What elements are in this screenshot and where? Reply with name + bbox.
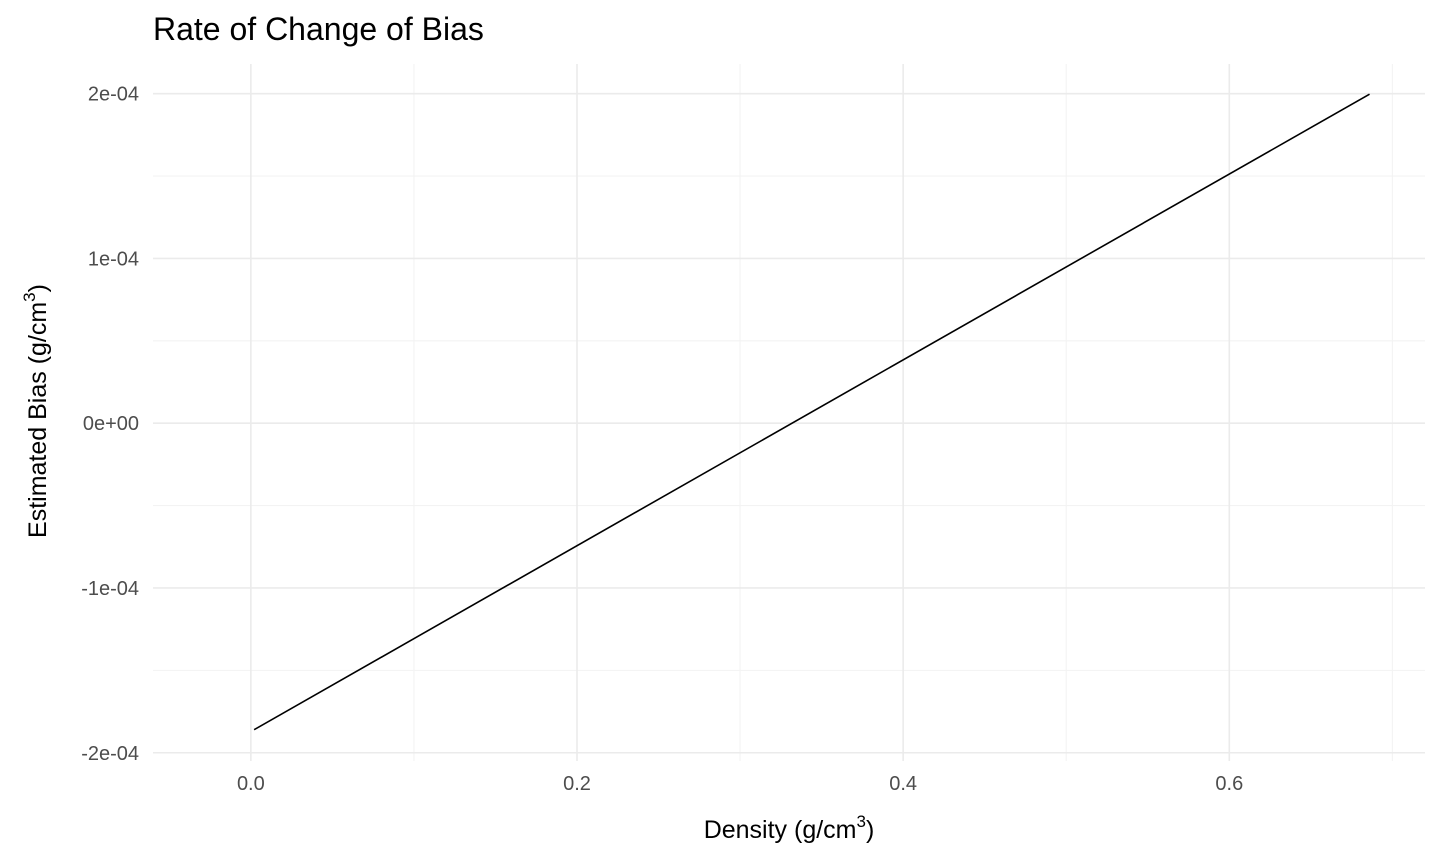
chart-title: Rate of Change of Bias bbox=[153, 11, 484, 47]
x-tick-label: 0.4 bbox=[889, 773, 917, 795]
x-tick-label: 0.2 bbox=[563, 773, 591, 795]
y-axis-title: Estimated Bias (g/cm3) bbox=[20, 284, 52, 538]
y-tick-label: 0e+00 bbox=[83, 413, 139, 435]
y-tick-label: -2e-04 bbox=[81, 743, 139, 765]
grid-layer bbox=[153, 64, 1425, 761]
y-tick-label: 1e-04 bbox=[88, 248, 139, 270]
y-tick-label: -1e-04 bbox=[81, 578, 139, 600]
x-tick-label: 0.6 bbox=[1215, 773, 1243, 795]
y-tick-label: 2e-04 bbox=[88, 84, 139, 106]
x-axis-title-text: Density (g/cm bbox=[704, 816, 857, 844]
series-layer bbox=[253, 93, 1370, 731]
x-tick-label: 0.0 bbox=[237, 773, 265, 795]
y-axis-title-suffix: ) bbox=[24, 284, 52, 292]
x-axis-title-suffix: ) bbox=[866, 816, 874, 844]
tick-labels: 0.0 0.2 0.4 0.6 -2e-04 -1e-04 0e+00 1e-04 2e-04 bbox=[81, 84, 1243, 795]
x-axis-title-superscript: 3 bbox=[857, 812, 866, 831]
bias-series-line bbox=[253, 93, 1370, 731]
y-axis-title-text: Estimated Bias (g/cm bbox=[24, 302, 52, 538]
y-axis-title-superscript: 3 bbox=[20, 292, 39, 301]
x-axis-title: Density (g/cm3) bbox=[704, 812, 875, 844]
